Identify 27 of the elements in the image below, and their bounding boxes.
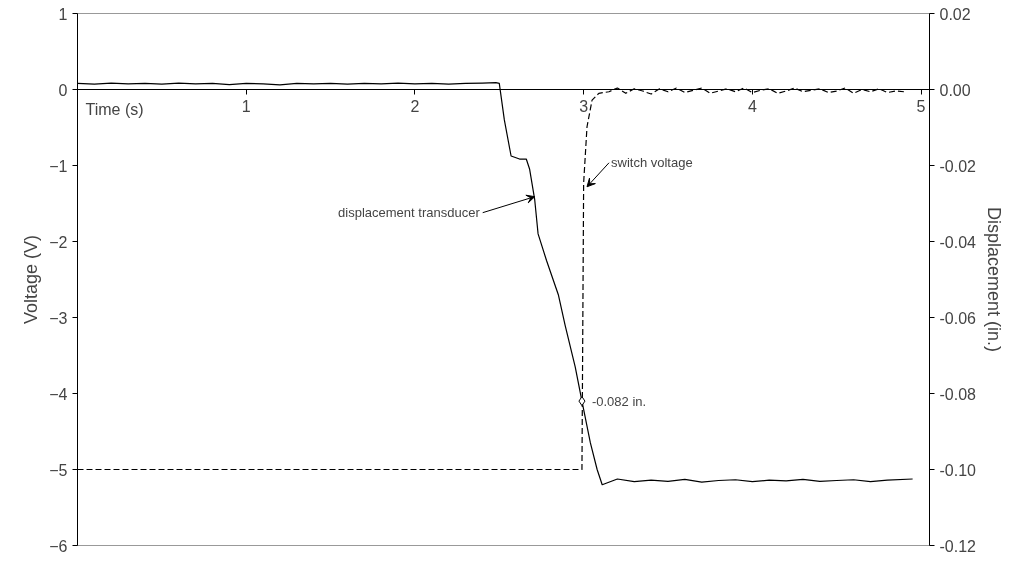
x-axis-title: Time (s) (85, 100, 144, 118)
x-tick-label: 4 (747, 97, 757, 115)
y-tick-label: −2 (49, 233, 68, 251)
y-tick-label: 0 (58, 81, 68, 99)
y-axis-title: Voltage (V) (21, 234, 42, 325)
y2-tick-label: -0.04 (939, 233, 977, 251)
y2-axis-title: Displacement (in.) (983, 206, 1004, 353)
y-tick-label: −1 (49, 157, 68, 175)
y2-tick-label: -0.08 (939, 385, 977, 403)
y2-tick-label: -0.02 (939, 157, 977, 175)
annotation: switch voltage (611, 155, 693, 171)
y-tick-label: −3 (49, 309, 68, 327)
y-tick-label: 1 (58, 5, 68, 23)
x-tick-label: 5 (916, 97, 926, 115)
y2-tick-label: 0.02 (939, 5, 971, 23)
y-tick-label: −5 (49, 461, 68, 479)
annotation: -0.082 in. (591, 393, 647, 409)
y2-tick-label: -0.10 (939, 461, 977, 479)
y2-tick-label: -0.06 (939, 309, 977, 327)
x-tick-label: 3 (579, 97, 589, 115)
x-tick-label: 1 (241, 97, 251, 115)
y-tick-label: −4 (49, 385, 68, 403)
y2-tick-label: -0.12 (939, 537, 977, 555)
y2-tick-label: 0.00 (939, 81, 971, 99)
x-tick-label: 2 (410, 97, 420, 115)
annotation: displacement transducer (338, 205, 481, 221)
y-tick-label: −6 (49, 537, 68, 555)
